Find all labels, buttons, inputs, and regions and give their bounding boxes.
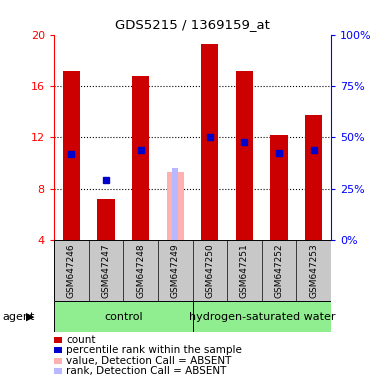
Text: GSM647253: GSM647253 [309, 243, 318, 298]
Text: agent: agent [2, 312, 34, 322]
Text: count: count [66, 335, 96, 345]
Text: hydrogen-saturated water: hydrogen-saturated water [189, 312, 335, 322]
Text: GSM647246: GSM647246 [67, 243, 76, 298]
Text: GSM647247: GSM647247 [101, 243, 110, 298]
Bar [132, 76, 149, 240]
Text: value, Detection Call = ABSENT: value, Detection Call = ABSENT [66, 356, 232, 366]
Bar [172, 168, 178, 240]
Text: GDS5215 / 1369159_at: GDS5215 / 1369159_at [115, 18, 270, 31]
Text: GSM647252: GSM647252 [275, 243, 284, 298]
Bar [236, 71, 253, 240]
Bar [97, 199, 115, 240]
Text: GSM647251: GSM647251 [240, 243, 249, 298]
Bar [167, 172, 184, 240]
Text: GSM647250: GSM647250 [205, 243, 214, 298]
Text: control: control [104, 312, 142, 322]
Text: ▶: ▶ [26, 312, 35, 322]
Bar [305, 116, 323, 240]
Text: GSM647249: GSM647249 [171, 243, 180, 298]
Bar [54, 301, 192, 332]
Bar [271, 135, 288, 240]
Text: rank, Detection Call = ABSENT: rank, Detection Call = ABSENT [66, 366, 227, 376]
Bar [192, 301, 331, 332]
Text: percentile rank within the sample: percentile rank within the sample [66, 345, 242, 355]
Text: GSM647248: GSM647248 [136, 243, 145, 298]
Bar [201, 43, 219, 240]
Bar [62, 71, 80, 240]
